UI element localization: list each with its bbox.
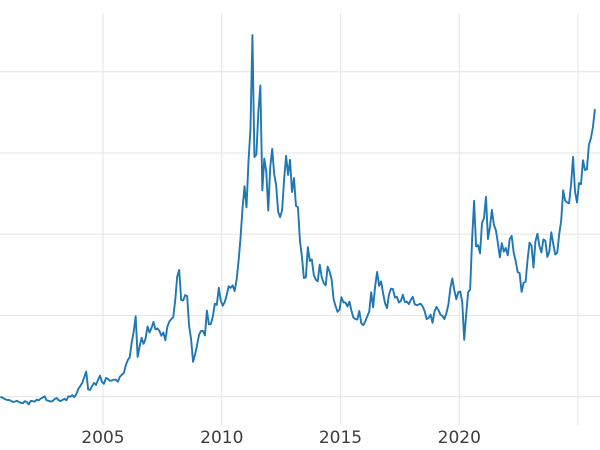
x-tick-label: 2020: [438, 428, 481, 448]
price-line: [0, 34, 596, 406]
x-tick-label: 2005: [81, 428, 124, 448]
x-tick-label: 2015: [319, 428, 362, 448]
x-tick-label: 2010: [200, 428, 243, 448]
